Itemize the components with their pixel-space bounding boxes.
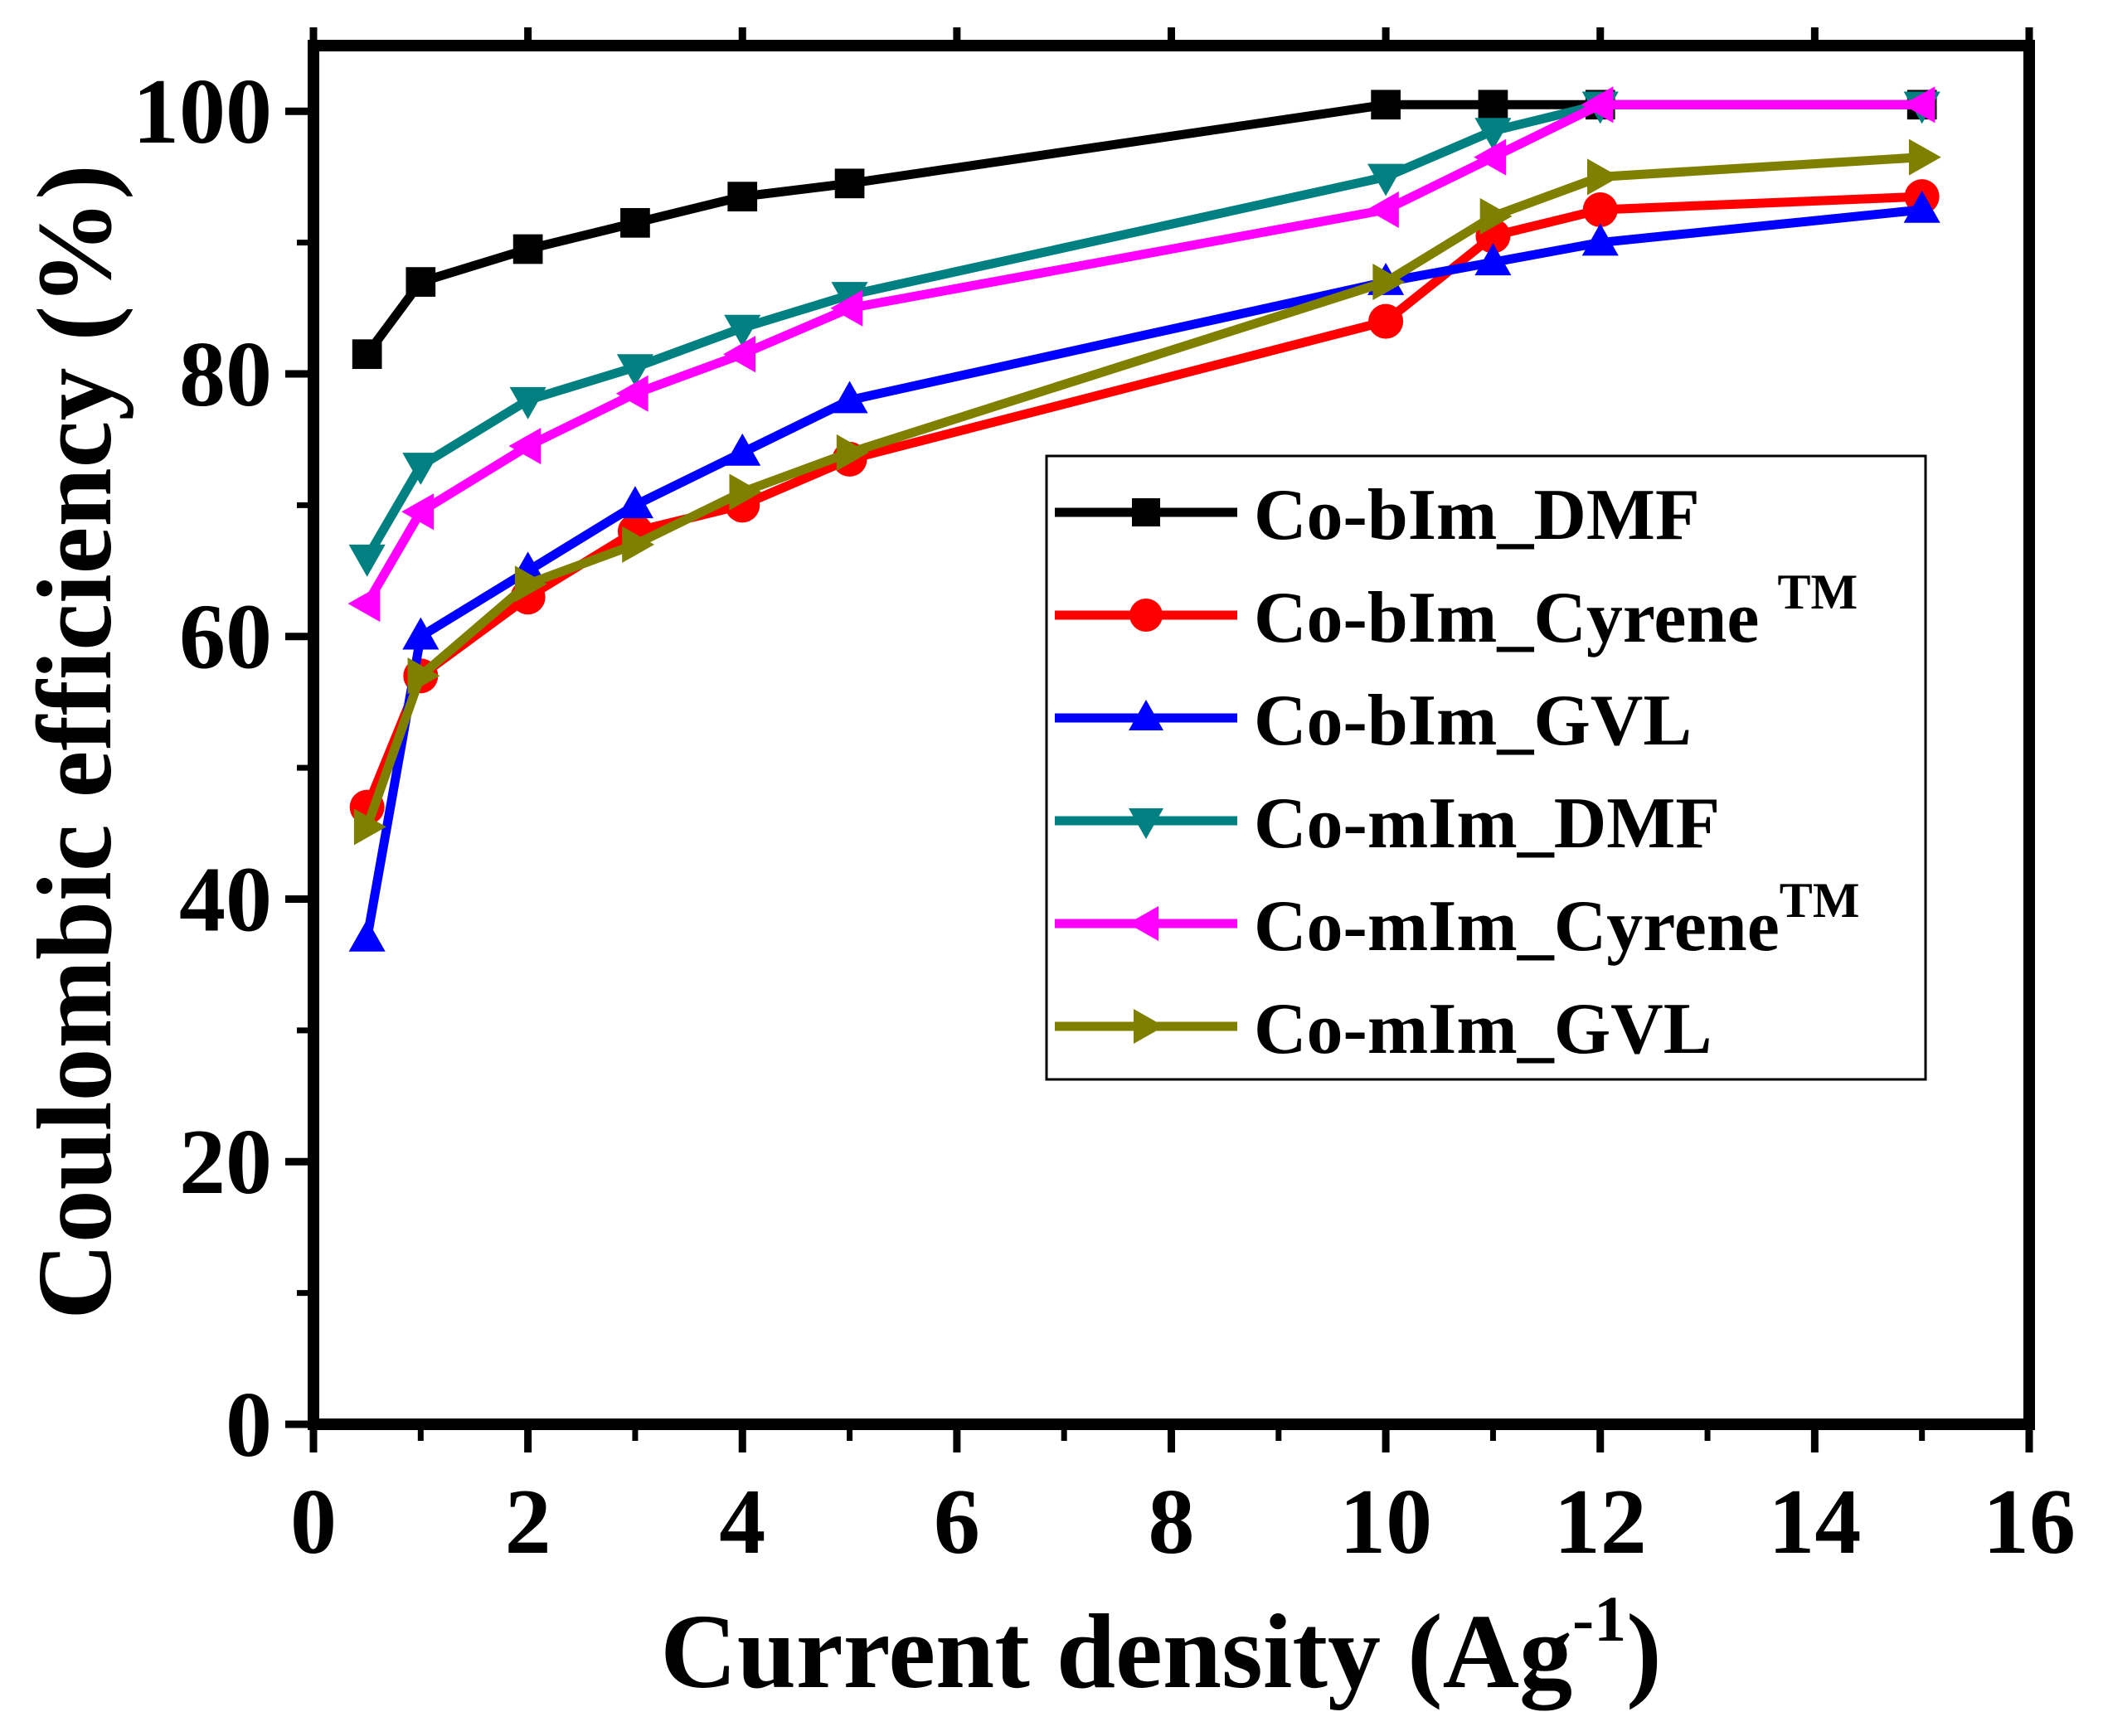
data-point (1587, 158, 1620, 196)
data-point (727, 182, 758, 211)
data-point (615, 375, 648, 412)
data-point (724, 433, 761, 466)
legend-item: Co-mIm_GVL (1055, 989, 1712, 1069)
y-tick-label: 20 (179, 1111, 272, 1214)
y-tick-label: 60 (179, 586, 272, 689)
data-point (1474, 243, 1512, 276)
y-tick-label: 40 (179, 848, 272, 951)
data-point (352, 339, 382, 370)
data-point (1908, 138, 1941, 176)
data-point (353, 808, 386, 846)
legend: Co-bIm_DMF Co-bIm_Cyrene TM Co-bIm_GVL Co-mI… (1045, 454, 1927, 1081)
data-point (729, 473, 762, 511)
series-line (363, 99, 1922, 357)
legend-item: Co-bIm_Cyrene TM (1055, 565, 1858, 658)
data-point (830, 289, 863, 327)
data-point (407, 657, 440, 695)
x-tick-label: 2 (505, 1471, 551, 1574)
series-line (362, 99, 1922, 606)
series-line (362, 205, 1923, 939)
data-point (1478, 90, 1508, 120)
data-point (402, 617, 440, 650)
data-point (1474, 118, 1512, 151)
x-tick-label: 10 (1339, 1471, 1432, 1574)
x-axis-title-close: ) (1626, 1593, 1662, 1710)
x-tick-label: 16 (1983, 1471, 2076, 1574)
y-tick-label: 80 (179, 323, 272, 426)
legend-item: Co-mIm_CyreneTM (1055, 873, 1859, 967)
data-point (514, 565, 547, 603)
data-point (1903, 190, 1940, 223)
y-axis-title: Coulombic efficiency (%) (16, 164, 134, 1319)
data-point (348, 544, 386, 577)
data-point (724, 314, 761, 347)
data-point (402, 453, 440, 485)
data-point (1582, 192, 1618, 227)
data-point (620, 207, 650, 238)
data-point (836, 434, 869, 472)
series-0 (352, 90, 1937, 370)
series-5 (353, 138, 1941, 846)
data-point (347, 585, 381, 623)
series-line (362, 192, 1922, 809)
legend-label: Co-bIm_GVL (1254, 681, 1692, 761)
y-tick-label: 100 (133, 61, 272, 163)
legend-marker (1128, 906, 1158, 941)
data-point (1368, 303, 1404, 339)
x-tick-label: 14 (1768, 1471, 1861, 1574)
data-point (616, 354, 653, 387)
x-tick-label: 4 (719, 1471, 765, 1574)
x-axis-title-main: Current density (Ag (660, 1593, 1572, 1710)
legend-label: Co-bIm_DMF (1254, 475, 1700, 555)
legend-label: Co-mIm_GVL (1254, 989, 1712, 1069)
series-line (362, 153, 1923, 829)
x-axis-title: Current density (Ag-1) (660, 1583, 1661, 1710)
data-point (1581, 223, 1619, 256)
legend-item: Co-mIm_DMF (1055, 783, 1720, 864)
legend-marker (1134, 1009, 1164, 1044)
x-tick-label: 12 (1554, 1471, 1647, 1574)
legend-marker (1129, 599, 1163, 632)
x-axis-title-sup: -1 (1572, 1583, 1626, 1655)
data-point (406, 267, 436, 297)
data-point (723, 336, 755, 373)
data-point (509, 386, 546, 419)
data-point (1474, 138, 1507, 176)
axes: 0 2 4 6 8 10 12 14 16 0 20 40 60 80 100 (133, 27, 2076, 1574)
data-point (1581, 86, 1614, 124)
y-tick-label: 0 (226, 1374, 272, 1477)
data-point (1367, 163, 1405, 196)
data-point (834, 168, 865, 199)
data-point (1371, 90, 1401, 120)
legend-marker (1129, 700, 1163, 730)
data-point (1372, 264, 1406, 301)
data-point (401, 493, 435, 531)
legend-box (1045, 454, 1927, 1081)
data-point (348, 919, 386, 952)
data-point (831, 381, 868, 414)
legend-label: Co-mIm_CyreneTM (1254, 873, 1859, 967)
x-tick-label: 6 (934, 1471, 980, 1574)
legend-item: Co-bIm_DMF (1055, 475, 1700, 555)
data-point (622, 526, 655, 563)
legend-marker (1132, 498, 1160, 526)
data-point (1479, 197, 1513, 235)
series-line (362, 99, 1922, 560)
legend-label: Co-bIm_Cyrene TM (1254, 565, 1858, 658)
x-tick-label: 0 (290, 1471, 337, 1574)
data-point (508, 428, 542, 465)
legend-label: Co-mIm_DMF (1254, 783, 1720, 864)
data-point (512, 234, 543, 264)
legend-marker (1129, 808, 1163, 839)
data-point (1902, 86, 1935, 124)
plot-area (347, 86, 1941, 952)
series-4 (347, 86, 1935, 623)
data-point (1367, 191, 1399, 229)
x-tick-label: 8 (1149, 1471, 1195, 1574)
legend-item: Co-bIm_GVL (1055, 681, 1692, 761)
data-point (616, 486, 653, 519)
